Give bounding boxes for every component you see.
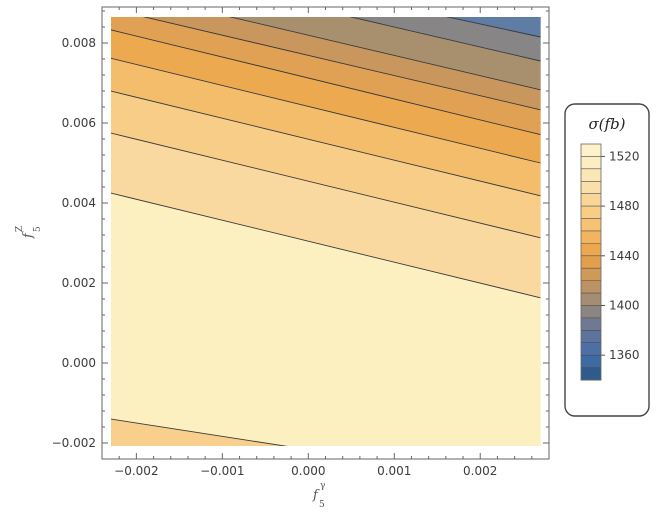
legend-swatch-6 [581, 293, 601, 306]
legend-swatch-3 [581, 330, 601, 344]
x-tick-label-2: 0.000 [291, 464, 325, 478]
legend-colorbar [580, 143, 602, 381]
y-axis-label-sub: 5 [33, 226, 43, 232]
contour-line-5 [111, 29, 541, 136]
contour-regions [111, 17, 541, 446]
legend-swatch-10 [581, 243, 601, 257]
contour-line-6 [142, 17, 541, 111]
y-axis-label-main: f [21, 231, 36, 239]
legend-swatch-0 [581, 367, 601, 381]
legend-swatch-7 [581, 280, 601, 294]
legend-swatch-12 [581, 218, 601, 232]
x-axis: −0.002 −0.001 0.000 0.001 0.002 [101, 7, 550, 478]
y-tick-label-5: 0.008 [62, 36, 96, 50]
legend-swatch-17 [581, 156, 601, 170]
y-axis-label: f Z 5 [15, 226, 43, 239]
contour-lines [111, 17, 541, 446]
legend-swatch-13 [581, 206, 601, 220]
y-tick-label-0: −0.002 [52, 436, 96, 450]
legend-swatch-11 [581, 230, 601, 244]
legend-title: σ(fb) [588, 115, 625, 133]
y-tick-label-3: 0.004 [62, 196, 96, 210]
x-tick-label-3: 0.001 [377, 464, 411, 478]
legend-swatch-1 [581, 355, 601, 369]
x-axis-label-sub: 5 [319, 500, 325, 510]
y-tick-label-1: 0.000 [62, 356, 96, 370]
x-axis-label: f γ 5 [312, 481, 325, 510]
x-tick-label-0: −0.002 [114, 464, 158, 478]
contour-line-4 [111, 57, 541, 164]
legend-swatch-9 [581, 255, 601, 269]
legend-swatch-8 [581, 268, 601, 282]
contour-line-0 [111, 418, 288, 446]
legend-swatch-2 [581, 342, 601, 356]
contour-line-2 [111, 132, 541, 239]
legend-swatch-5 [581, 305, 601, 319]
x-axis-label-sup: γ [320, 481, 325, 491]
legend-ticks: 1360 1400 1440 1480 1520 [601, 149, 640, 362]
legend-colorbar-frame [580, 143, 602, 381]
legend-swatch-14 [581, 193, 601, 207]
legend-swatch-18 [581, 144, 601, 157]
x-axis-label-main: f [312, 488, 320, 503]
legend-swatch-4 [581, 317, 601, 331]
legend-tick-label-3: 1480 [609, 199, 640, 213]
contour-line-7 [228, 17, 541, 91]
legend-tick-label-0: 1360 [609, 348, 640, 362]
legend-tick-label-2: 1440 [609, 249, 640, 263]
y-axis-label-sup: Z [15, 226, 25, 232]
x-tick-label-1: −0.001 [200, 464, 244, 478]
y-axis: −0.002 0.000 0.002 0.004 0.006 0.008 [52, 10, 549, 460]
y-tick-label-2: 0.002 [62, 276, 96, 290]
contour-line-8 [349, 17, 541, 62]
legend-swatch-16 [581, 168, 601, 182]
legend-swatch-15 [581, 181, 601, 195]
y-tick-label-4: 0.006 [62, 116, 96, 130]
contour-line-3 [111, 90, 541, 197]
legend-tick-label-1: 1400 [609, 298, 640, 312]
legend: σ(fb) 1360 1400 1440 1480 1520 [564, 103, 650, 417]
x-tick-label-4: 0.002 [463, 464, 497, 478]
contour-line-1 [111, 192, 541, 299]
legend-tick-label-4: 1520 [609, 149, 640, 163]
contour-line-9 [445, 17, 541, 38]
